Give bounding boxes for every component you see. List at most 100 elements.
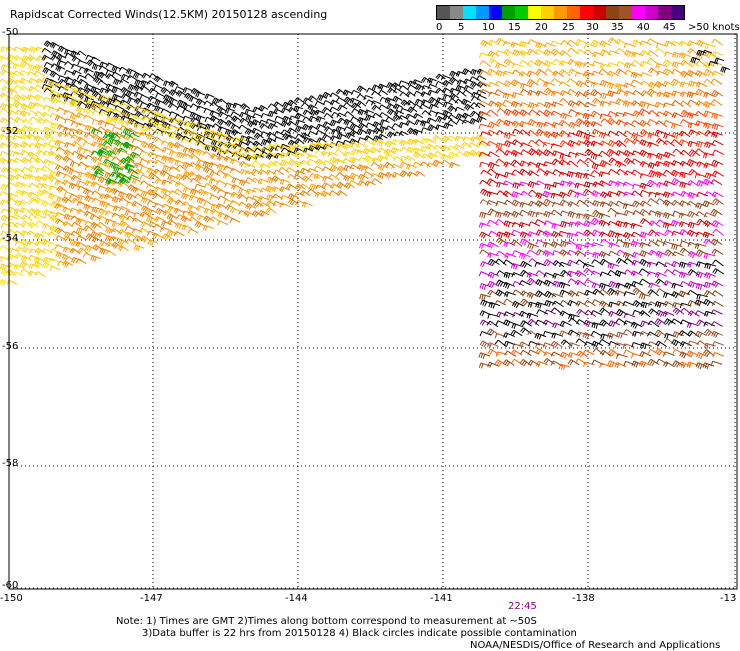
wind-barb: [689, 150, 700, 157]
wind-barb: [559, 120, 570, 126]
wind-barb: [552, 333, 563, 338]
wind-barb: [695, 174, 706, 179]
wind-barb: [537, 79, 548, 85]
wind-barb: [480, 341, 491, 348]
wind-barb: [599, 340, 610, 345]
wind-barb: [688, 281, 699, 287]
wind-barb: [489, 302, 500, 308]
wind-barb: [713, 352, 724, 357]
wind-barb: [512, 93, 523, 98]
wind-barb: [415, 171, 425, 176]
wind-barb: [617, 332, 628, 338]
wind-barb: [512, 63, 523, 68]
wind-barb: [695, 71, 706, 78]
wind-barb: [575, 112, 586, 117]
wind-barb: [552, 293, 563, 298]
wind-barb: [488, 209, 499, 214]
wind-barb: [561, 40, 572, 46]
wind-barb: [592, 163, 603, 169]
time-label: 22:45: [508, 601, 537, 612]
wind-barb: [487, 179, 498, 184]
wind-barb: [479, 223, 490, 228]
wind-barb: [696, 82, 707, 87]
wind-barb: [487, 192, 498, 197]
wind-barb: [600, 363, 611, 368]
wind-barb: [673, 308, 684, 315]
wind-barb: [599, 213, 610, 218]
wind-barb: [688, 242, 699, 247]
wind-barb: [480, 180, 491, 186]
wind-barb: [647, 104, 658, 109]
wind-barb: [529, 222, 540, 227]
wind-barb: [527, 79, 538, 86]
wind-barb: [0, 246, 10, 251]
wind-barb: [519, 253, 530, 259]
wind-barb: [712, 124, 723, 130]
wind-barb: [608, 91, 619, 97]
wind-barb: [712, 132, 723, 138]
wind-barb: [631, 223, 642, 228]
wind-barb: [480, 311, 491, 316]
lat-label: -50: [2, 27, 18, 38]
wind-barb: [480, 320, 491, 325]
wind-barb: [527, 250, 538, 256]
wind-barb: [529, 341, 540, 346]
wind-barb: [624, 122, 635, 127]
wind-barb: [551, 111, 562, 116]
wind-barb: [679, 131, 690, 137]
wind-barb: [0, 93, 10, 99]
wind-barb: [609, 243, 620, 248]
wind-barb: [497, 182, 508, 187]
wind-barb: [631, 72, 642, 78]
wind-barb: [488, 162, 499, 168]
wind-barb: [576, 260, 587, 266]
wind-barb: [713, 269, 724, 275]
wind-barb: [712, 113, 723, 119]
wind-barb: [513, 281, 524, 286]
wind-barb: [712, 192, 723, 197]
wind-barb: [703, 201, 714, 207]
wind-barb: [713, 229, 724, 235]
wind-barb: [496, 238, 507, 245]
wind-barb: [647, 51, 658, 57]
wind-barb: [544, 82, 555, 87]
wind-barb: [623, 301, 634, 306]
wind-barb: [608, 263, 619, 269]
wind-barb: [673, 332, 684, 338]
wind-barb: [487, 242, 498, 249]
wind-barb: [560, 50, 571, 56]
wind-barb: [688, 61, 699, 68]
wind-barb: [551, 341, 562, 348]
wind-barb: [503, 360, 514, 367]
wind-barb: [713, 150, 724, 154]
wind-barb: [543, 320, 554, 325]
wind-barb: [600, 308, 611, 314]
wind-barb: [609, 341, 620, 346]
wind-barb: [513, 250, 524, 255]
wind-barb: [703, 179, 714, 186]
wind-barb: [575, 192, 586, 197]
wind-barb: [663, 223, 674, 229]
lat-label: -58: [2, 458, 18, 469]
wind-barb: [511, 240, 522, 246]
wind-barb: [655, 240, 666, 245]
lon-label: -13: [720, 593, 736, 604]
wind-barb: [504, 232, 515, 238]
wind-barb: [704, 142, 715, 148]
wind-barb: [521, 261, 532, 268]
wind-barb: [705, 311, 716, 316]
wind-barb: [511, 80, 522, 87]
wind-barb: [712, 39, 723, 45]
wind-barb: [623, 222, 634, 227]
wind-barb: [663, 312, 674, 317]
wind-barb: [624, 43, 635, 48]
wind-barb: [625, 171, 636, 175]
wind-barb: [600, 320, 611, 327]
wind-barb: [639, 294, 650, 300]
lon-label: -144: [285, 593, 308, 604]
wind-barb: [569, 69, 580, 74]
wind-barb: [495, 63, 506, 68]
wind-barb: [513, 183, 524, 189]
wind-barb: [593, 201, 604, 207]
